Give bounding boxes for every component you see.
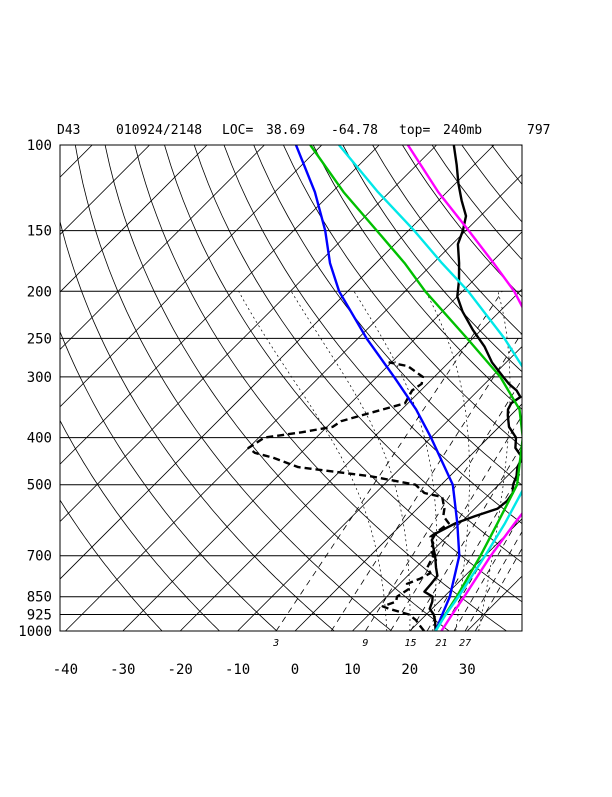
temperature-tick-label: -40 (53, 662, 78, 678)
pressure-tick-label: 1000 (18, 624, 52, 640)
dry-adiabat-line (373, 145, 612, 631)
profile-series-line-2 (249, 362, 449, 631)
temperature-tick-label: 0 (291, 662, 299, 678)
temperature-tick-label: 20 (401, 662, 418, 678)
temperature-tick-label: -20 (168, 662, 193, 678)
temperature-tick-labels: -40 -30 -20 -10 0 10 20 30 (53, 662, 476, 678)
header-station: D43 (57, 123, 80, 138)
header-lon: -64.78 (331, 123, 378, 138)
isotherm-line (0, 145, 437, 631)
mixing-ratio-label: 21 (435, 638, 447, 649)
header-loc-label: LOC= (222, 123, 253, 138)
dry-adiabat-line (224, 145, 612, 631)
temperature-tick-label: -10 (225, 662, 250, 678)
dry-adiabat-line (75, 145, 391, 631)
mixing-ratio-label: 27 (459, 638, 471, 649)
temperature-tick-label: -30 (110, 662, 135, 678)
pressure-tick-label: 700 (27, 549, 52, 565)
mixing-ratio-labels: 3 9 15 21 27 (272, 638, 471, 649)
temperature-tick-label: 30 (459, 662, 476, 678)
mixing-ratio-line (331, 291, 548, 631)
dry-adiabat-line (254, 145, 612, 631)
pressure-tick-label: 100 (27, 138, 52, 154)
isotherm-line (180, 145, 612, 631)
mixing-ratio-line (454, 291, 612, 631)
dry-adiabat-line (343, 145, 612, 631)
dry-adiabat-line (313, 145, 612, 631)
pressure-tick-label: 200 (27, 284, 52, 300)
header-id: 797 (527, 123, 550, 138)
isotherm-line (525, 145, 612, 631)
profile-lines (249, 145, 560, 631)
dry-adiabat-line (521, 145, 612, 631)
dry-adiabat-line (551, 145, 612, 631)
dry-adiabat-line (283, 145, 612, 631)
pressure-tick-label: 400 (27, 431, 52, 447)
temperature-tick-label: 10 (344, 662, 361, 678)
mixing-ratio-label: 15 (404, 638, 416, 649)
pressure-tick-label: 500 (27, 478, 52, 494)
isotherm-line (295, 145, 612, 631)
isobar-lines (60, 231, 522, 615)
pressure-tick-label: 925 (27, 608, 52, 624)
moist-adiabat-line (239, 291, 387, 631)
header-top-label: top= (399, 123, 430, 138)
mixing-ratio-label: 3 (272, 638, 279, 649)
pressure-tick-label: 250 (27, 331, 52, 347)
dry-adiabat-line (16, 145, 277, 631)
pressure-tick-label: 150 (27, 224, 52, 240)
header-lat: 38.69 (266, 123, 305, 138)
pressure-tick-label: 850 (27, 590, 52, 606)
mixing-ratio-line (465, 291, 612, 631)
mixing-ratio-label: 9 (362, 638, 368, 649)
header-datetime: 010924/2148 (116, 123, 202, 138)
moist-adiabat-line (354, 291, 437, 631)
header-top-value: 240mb (443, 123, 482, 138)
dry-adiabat-line (105, 145, 449, 631)
pressure-tick-label: 300 (27, 370, 52, 386)
isotherm-line (582, 145, 612, 631)
isotherm-line (410, 145, 612, 631)
mixing-ratio-line (475, 291, 612, 631)
chart-header: D43 010924/2148 LOC= 38.69 -64.78 top= 2… (57, 123, 550, 138)
background-grid (0, 145, 612, 631)
profile-series-line-5 (339, 145, 542, 631)
dry-adiabat-line (581, 145, 612, 631)
